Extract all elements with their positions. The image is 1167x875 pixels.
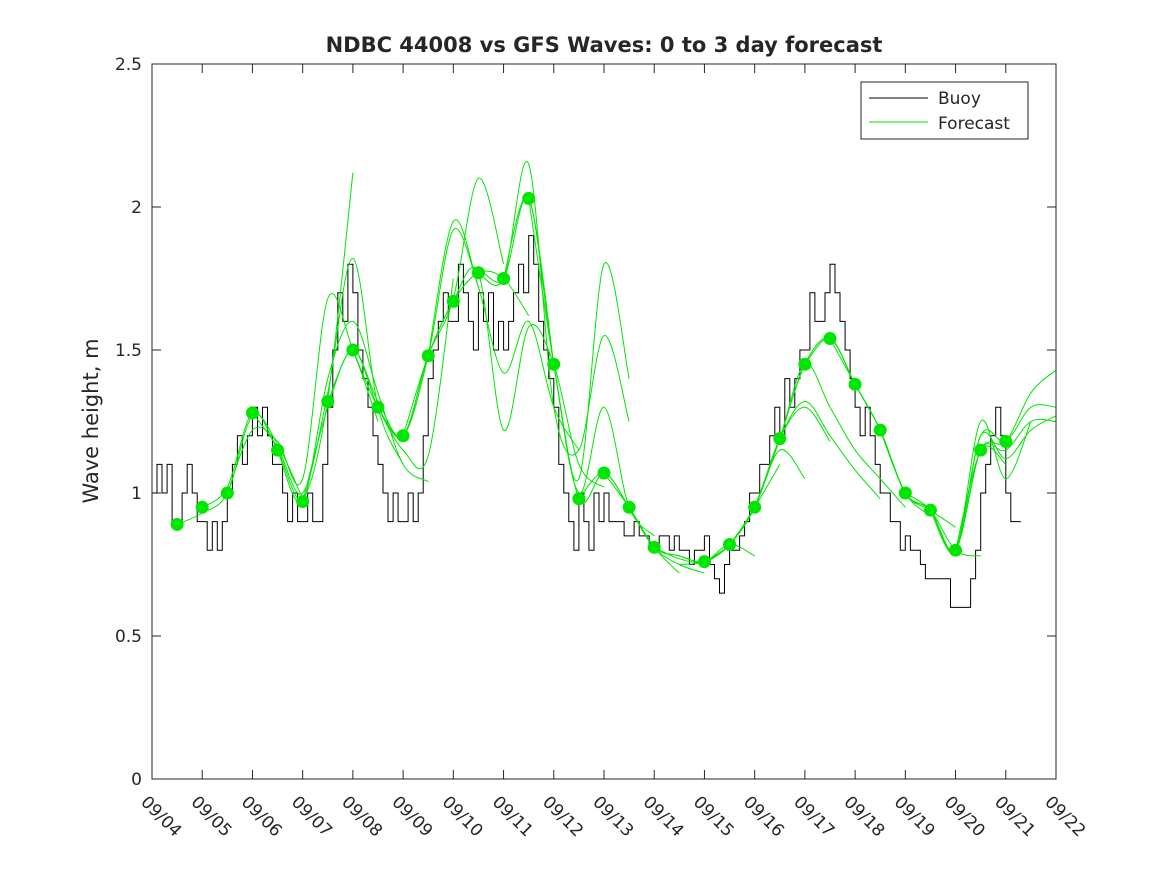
forecast-point: [547, 357, 561, 371]
y-tick-label: 0: [131, 770, 142, 790]
forecast-point: [245, 406, 259, 420]
y-tick-label: 1.5: [115, 341, 142, 361]
forecast-point: [823, 332, 837, 346]
forecast-point: [271, 443, 285, 457]
buoy-line: [152, 235, 1021, 608]
forecast-point: [195, 500, 209, 514]
forecast-point: [522, 191, 536, 205]
legend-forecast-label: Forecast: [938, 114, 1010, 134]
forecast-point: [873, 423, 887, 437]
forecast-point: [170, 517, 184, 531]
forecast-line: [427, 219, 580, 451]
y-tick-label: 2: [131, 198, 142, 218]
legend-buoy-label: Buoy: [938, 89, 981, 109]
analysis-points: [170, 191, 1013, 569]
forecast-point: [622, 500, 636, 514]
forecast-line: [201, 172, 354, 508]
forecast-point: [848, 377, 862, 391]
forecast-point: [773, 432, 787, 446]
y-tick-label: 0.5: [115, 627, 142, 647]
forecast-line: [955, 418, 1057, 551]
forecast-point: [949, 543, 963, 557]
y-tick-label: 1: [131, 484, 142, 504]
forecast-point: [220, 486, 234, 500]
forecast-point: [346, 343, 360, 357]
forecast-point: [296, 495, 310, 509]
forecast-point: [898, 486, 912, 500]
forecast-point: [396, 429, 410, 443]
forecast-point: [321, 394, 335, 408]
chart-title: NDBC 44008 vs GFS Waves: 0 to 3 day fore…: [326, 33, 883, 57]
plot-border: [151, 63, 1057, 780]
y-axis-label: Wave height, m: [79, 338, 103, 503]
legend-box: [860, 81, 1029, 140]
forecast-point: [923, 503, 937, 517]
plot-area: [152, 64, 1056, 779]
y-tick-label: 2.5: [115, 55, 142, 75]
forecast-point: [497, 272, 511, 285]
forecast-point: [446, 294, 460, 308]
forecast-point: [371, 400, 385, 414]
forecast-point: [974, 443, 988, 457]
forecast-point: [798, 357, 812, 371]
forecast-point: [748, 500, 762, 514]
forecast-point: [999, 435, 1013, 449]
forecast-point: [572, 492, 586, 506]
buoy-series: [152, 235, 1021, 608]
legend: Buoy Forecast: [860, 81, 1029, 140]
forecast-point: [647, 540, 661, 554]
forecast-point: [723, 537, 737, 551]
forecast-point: [697, 555, 711, 569]
forecast-point: [421, 349, 435, 363]
forecast-point: [471, 266, 485, 280]
axis-ticks: [151, 63, 1057, 780]
forecast-point: [597, 466, 611, 480]
